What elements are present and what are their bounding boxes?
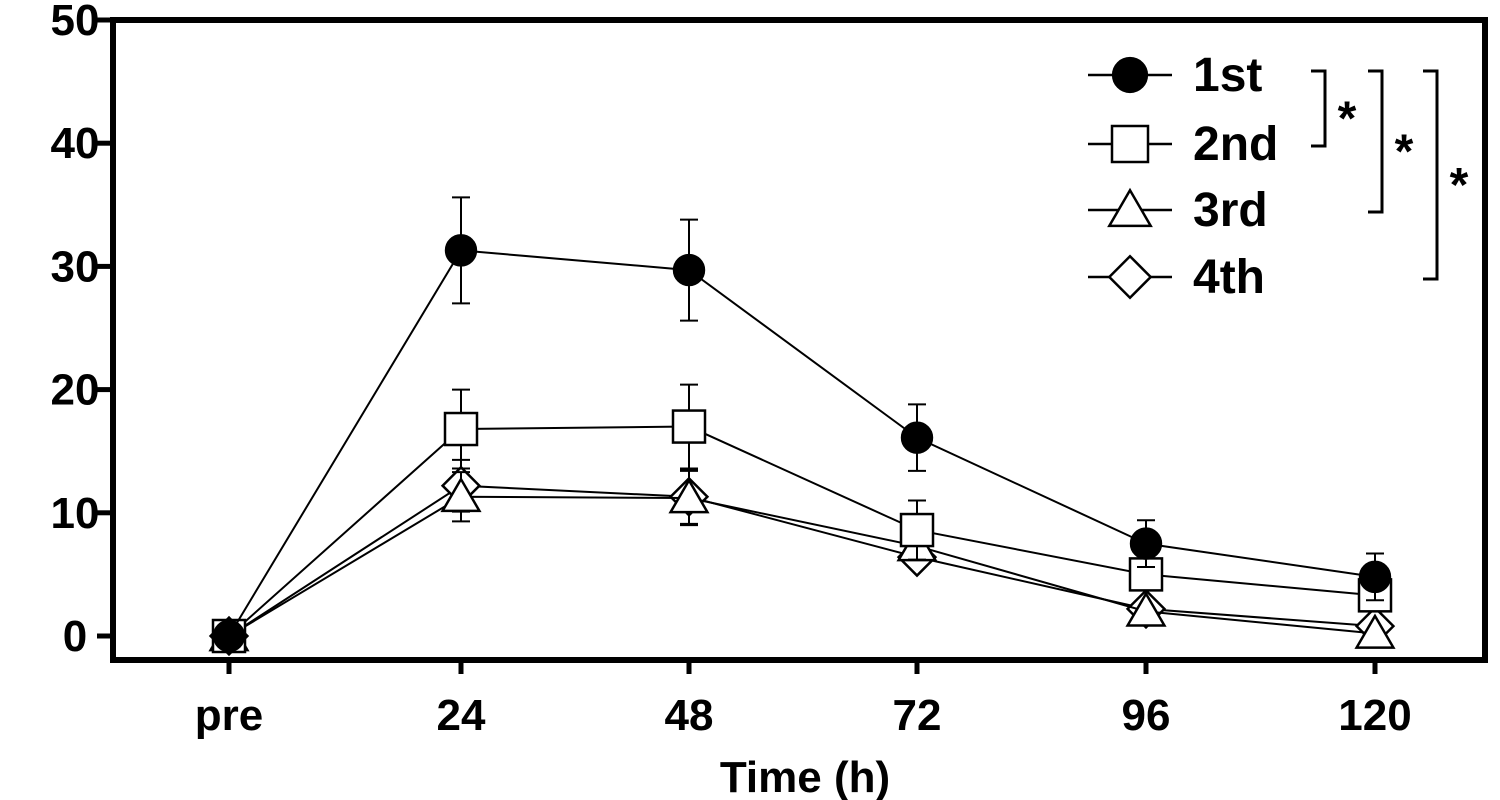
x-tick-label: 48 — [665, 691, 714, 740]
legend-label: 3rd — [1193, 184, 1268, 237]
series-line-2nd — [228, 425, 1376, 637]
legend-item-3rd: 3rd — [1088, 184, 1268, 237]
data-point-1st — [212, 619, 246, 653]
series-line-4th — [228, 484, 1376, 637]
series-2nd — [211, 383, 1393, 654]
series-4th — [208, 458, 1396, 657]
bracket-line — [1423, 69, 1439, 281]
legend-marker-1st — [1111, 56, 1149, 94]
x-tick-label: 120 — [1338, 691, 1411, 740]
data-point-1st — [1129, 527, 1163, 560]
y-tick-label: 40 — [51, 119, 100, 168]
data-point-1st — [1358, 560, 1392, 594]
y-tick-label: 0 — [63, 612, 87, 661]
x-tick-label: 72 — [893, 691, 942, 740]
data-point-3rd — [668, 477, 710, 514]
legend-marker-2nd — [1110, 124, 1150, 164]
y-axis: 0 10 20 30 40 50 — [51, 0, 113, 661]
data-point-3rd — [440, 476, 482, 513]
significance-brackets: * * * — [1311, 69, 1469, 281]
legend-label: 2nd — [1193, 118, 1278, 171]
y-tick-label: 50 — [51, 0, 100, 45]
significance-star: * — [1450, 159, 1469, 212]
bracket-line — [1311, 69, 1327, 148]
data-point-3rd — [1125, 591, 1167, 627]
x-tick-label: 96 — [1122, 691, 1171, 740]
data-point-1st — [444, 234, 478, 267]
significance-bracket: * — [1368, 69, 1414, 214]
series-line-3rd — [228, 495, 1376, 637]
y-tick-label: 20 — [51, 366, 100, 415]
series-line-1st — [228, 249, 1376, 637]
data-point-2nd — [443, 411, 479, 447]
significance-star: * — [1395, 126, 1414, 179]
legend-item-2nd: 2nd — [1088, 118, 1278, 171]
x-axis: pre 24 48 72 96 120 — [195, 660, 1412, 740]
data-point-2nd — [899, 512, 935, 548]
plot-border — [110, 17, 1488, 663]
x-tick-label: 24 — [437, 691, 486, 740]
data-point-1st — [900, 421, 934, 454]
series-3rd — [208, 469, 1396, 652]
y-tick-label: 10 — [51, 489, 100, 538]
legend-label: 1st — [1193, 49, 1262, 102]
legend-item-1st: 1st — [1088, 49, 1262, 102]
legend-item-4th: 4th — [1088, 251, 1265, 304]
legend: 1st 2nd 3rd 4th — [1088, 49, 1278, 304]
series-layer — [208, 196, 1396, 657]
series-1st — [212, 196, 1392, 653]
significance-bracket: * — [1311, 69, 1357, 148]
x-axis-label: Time (h) — [720, 753, 890, 800]
y-tick-label: 30 — [51, 242, 100, 291]
legend-label: 4th — [1193, 251, 1265, 304]
data-point-3rd — [1354, 613, 1396, 649]
data-point-2nd — [671, 409, 707, 444]
legend-marker-4th — [1107, 254, 1153, 300]
data-point-1st — [672, 253, 706, 287]
x-tick-label: pre — [195, 691, 263, 740]
significance-star: * — [1338, 93, 1357, 146]
bracket-line — [1368, 69, 1384, 214]
legend-marker-3rd — [1107, 187, 1153, 228]
plot-frame — [110, 17, 1488, 663]
significance-bracket: * — [1423, 69, 1469, 281]
